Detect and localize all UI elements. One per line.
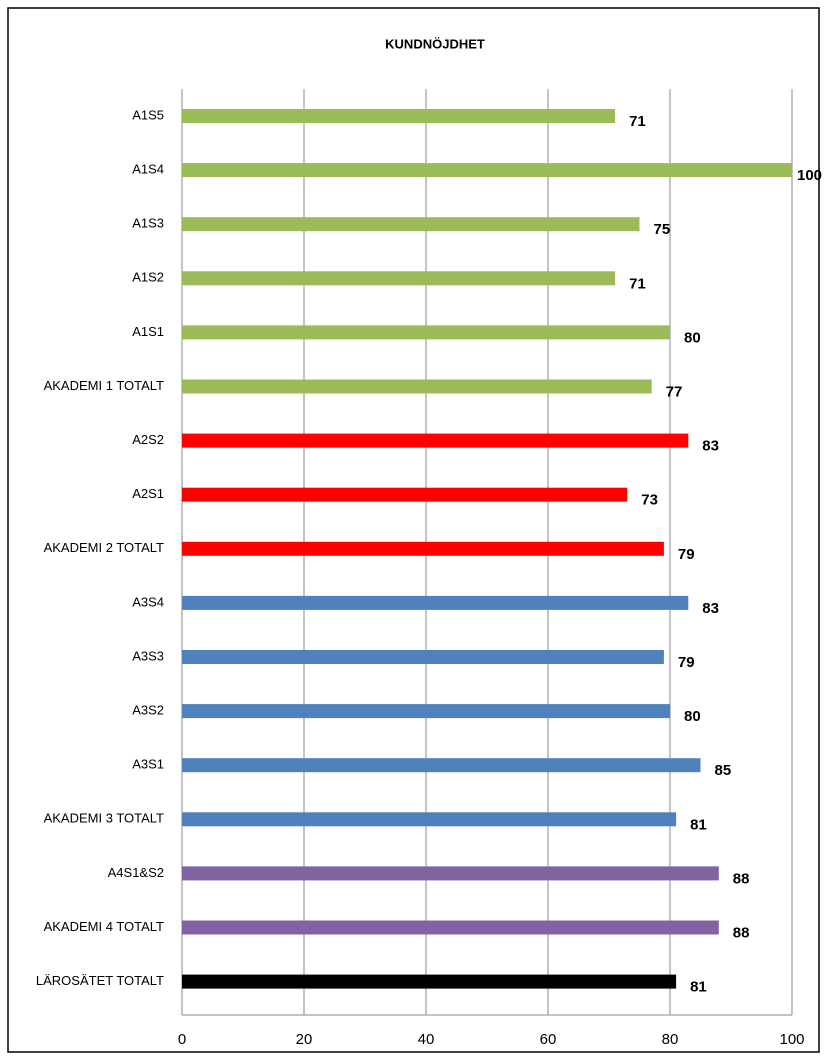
y-tick-label: A2S2 [132, 432, 164, 447]
x-tick-label: 100 [779, 1031, 804, 1048]
bar [182, 217, 640, 232]
bar [182, 650, 664, 664]
data-label: 77 [666, 383, 683, 400]
bar [182, 271, 616, 286]
data-label: 83 [702, 600, 719, 617]
bar [182, 920, 719, 935]
y-tick-label: AKADEMI 2 TOTALT [44, 540, 164, 555]
bar [182, 866, 719, 881]
bar [182, 812, 677, 827]
data-label: 81 [690, 816, 707, 833]
y-tick-label: A1S1 [132, 324, 164, 339]
bar [182, 595, 689, 610]
y-tick-label: A3S2 [132, 703, 164, 718]
data-label: 85 [715, 762, 732, 779]
data-label: 73 [641, 492, 658, 509]
bar [182, 974, 677, 989]
y-tick-label: AKADEMI 1 TOTALT [44, 378, 164, 393]
y-tick-label: A1S2 [132, 270, 164, 285]
y-tick-label: A1S4 [132, 162, 164, 177]
data-label: 88 [733, 870, 750, 887]
data-label: 100 [797, 167, 822, 184]
data-label: 79 [678, 654, 695, 671]
data-label: 71 [629, 113, 646, 130]
data-label: 80 [684, 329, 701, 346]
data-label: 88 [733, 924, 750, 941]
bar [182, 433, 689, 448]
y-tick-label: LÄROSÄTET TOTALT [36, 973, 164, 988]
bar [182, 704, 670, 719]
data-label: 81 [690, 979, 707, 996]
y-tick-label: AKADEMI 4 TOTALT [44, 919, 164, 934]
y-tick-label: A2S1 [132, 486, 164, 501]
chart-title: KUNDNÖJDHET [385, 36, 485, 51]
x-tick-label: 20 [296, 1031, 313, 1048]
y-tick-label: A3S3 [132, 648, 164, 663]
data-label: 71 [629, 275, 646, 292]
data-label: 80 [684, 708, 701, 725]
data-label: 83 [702, 438, 719, 455]
bar [182, 758, 701, 773]
bar [182, 163, 792, 178]
x-tick-label: 0 [178, 1031, 186, 1048]
bar [182, 541, 664, 556]
x-tick-label: 40 [418, 1031, 435, 1048]
data-label: 79 [678, 546, 695, 563]
x-tick-label: 60 [540, 1031, 557, 1048]
y-tick-label: A1S3 [132, 216, 164, 231]
y-tick-label: A3S4 [132, 594, 164, 609]
x-tick-label: 80 [662, 1031, 679, 1048]
bar [182, 109, 616, 123]
bar [182, 487, 628, 502]
y-tick-label: A1S5 [132, 107, 164, 122]
y-tick-label: AKADEMI 3 TOTALT [44, 811, 164, 826]
bar [182, 325, 670, 340]
y-tick-label: A4S1&S2 [108, 865, 164, 880]
data-label: 75 [654, 221, 671, 238]
bar [182, 379, 652, 394]
y-tick-label: A3S1 [132, 757, 164, 772]
